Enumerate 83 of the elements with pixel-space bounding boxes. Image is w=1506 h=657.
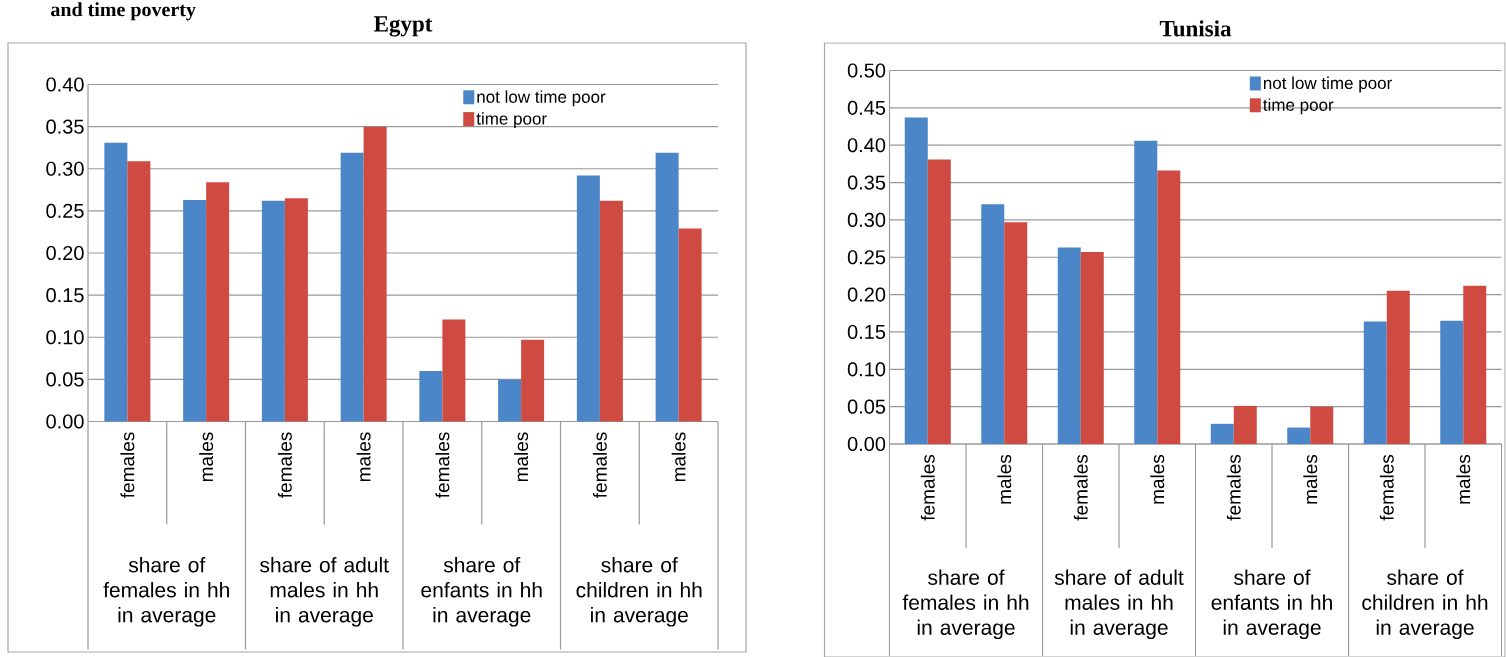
- y-tick-label: 0.35: [46, 119, 84, 134]
- bar: [655, 152, 679, 422]
- bar: [340, 152, 364, 422]
- bar: [521, 339, 545, 422]
- bar: [1233, 405, 1257, 444]
- bar: [1157, 170, 1181, 444]
- bar: [981, 204, 1005, 444]
- x-tick-label: females: [1379, 454, 1394, 521]
- y-tick-label: 0.15: [46, 288, 84, 303]
- bar: [1287, 427, 1311, 444]
- y-tick-label: 0.35: [847, 175, 886, 190]
- bar: [1386, 290, 1410, 444]
- y-tick-label: 0.30: [847, 212, 886, 227]
- bar: [1057, 247, 1081, 444]
- bar: [1210, 423, 1234, 444]
- bar: [183, 199, 207, 422]
- y-tick-label: 0.40: [46, 77, 84, 92]
- y-tick-label: 0.50: [847, 63, 886, 78]
- x-tick-label: females: [592, 432, 607, 498]
- legend-label: time poor: [1263, 98, 1334, 115]
- text: share of enfants in hh in average: [1211, 569, 1332, 640]
- bar: [284, 198, 308, 422]
- chart-title: Egypt: [374, 16, 433, 37]
- y-tick-label: 0.25: [46, 203, 84, 218]
- bar: [927, 159, 951, 444]
- x-tick-label: males: [671, 432, 686, 482]
- y-tick-label: 0.15: [847, 324, 886, 340]
- y-tick-label: 0.10: [847, 362, 886, 377]
- bar: [1004, 222, 1028, 444]
- text: and time poverty: [51, 2, 196, 21]
- x-tick-label: females: [120, 432, 135, 498]
- x-tick-label: females: [1226, 454, 1241, 521]
- bar: [1134, 140, 1158, 444]
- bar: [363, 126, 387, 422]
- y-tick-label: 0.25: [847, 250, 886, 265]
- bar: [104, 142, 128, 422]
- bar: [1440, 320, 1464, 444]
- chart-title: Tunisia: [1159, 20, 1232, 37]
- bar: [127, 161, 151, 422]
- x-tick-label: females: [277, 432, 292, 498]
- bar: [498, 379, 522, 422]
- bar: [678, 228, 702, 422]
- bar: [1310, 406, 1334, 444]
- y-tick-label: 0.00: [46, 414, 84, 429]
- bar: [599, 200, 623, 422]
- y-tick-label: 0.05: [847, 399, 886, 414]
- text: share of females in hh in average: [103, 557, 229, 627]
- bar: [1463, 285, 1487, 444]
- x-tick-label: females: [920, 454, 935, 521]
- bar: [206, 182, 230, 422]
- bar: [442, 319, 466, 422]
- y-tick-label: 0.00: [847, 436, 886, 452]
- text: share of enfants in hh in average: [421, 557, 542, 627]
- y-tick-label: 0.20: [847, 287, 886, 302]
- x-tick-label: females: [435, 432, 450, 498]
- text: share of females in hh in average: [902, 569, 1029, 640]
- bar: [419, 370, 443, 422]
- x-tick-label: males: [356, 432, 371, 482]
- bar: [576, 175, 600, 422]
- text: share of children in hh in average: [576, 557, 702, 627]
- x-tick-label: females: [1073, 454, 1088, 521]
- y-tick-label: 0.30: [46, 161, 84, 176]
- x-tick-label: males: [1303, 454, 1318, 504]
- bar: [261, 200, 285, 422]
- x-tick-label: males: [514, 432, 529, 482]
- legend-label: time poor: [476, 112, 547, 129]
- bar: [1363, 321, 1387, 444]
- text: share of adult males in hh in average: [1054, 569, 1184, 640]
- bar: [904, 117, 928, 444]
- legend-label: not low time poor: [1263, 76, 1392, 93]
- y-tick-label: 0.05: [46, 372, 84, 387]
- y-tick-label: 0.10: [46, 330, 84, 345]
- y-tick-label: 0.20: [46, 245, 84, 261]
- x-tick-label: males: [199, 432, 214, 482]
- y-tick-label: 0.45: [847, 100, 886, 115]
- bar: [1080, 252, 1104, 444]
- legend-label: not low time poor: [477, 90, 606, 107]
- x-tick-label: males: [1150, 454, 1165, 504]
- x-tick-label: males: [1456, 454, 1471, 504]
- text: share of adult males in hh in average: [260, 557, 389, 627]
- y-tick-label: 0.40: [847, 138, 886, 153]
- x-tick-label: males: [997, 454, 1012, 504]
- text: share of children in hh in average: [1362, 569, 1488, 640]
